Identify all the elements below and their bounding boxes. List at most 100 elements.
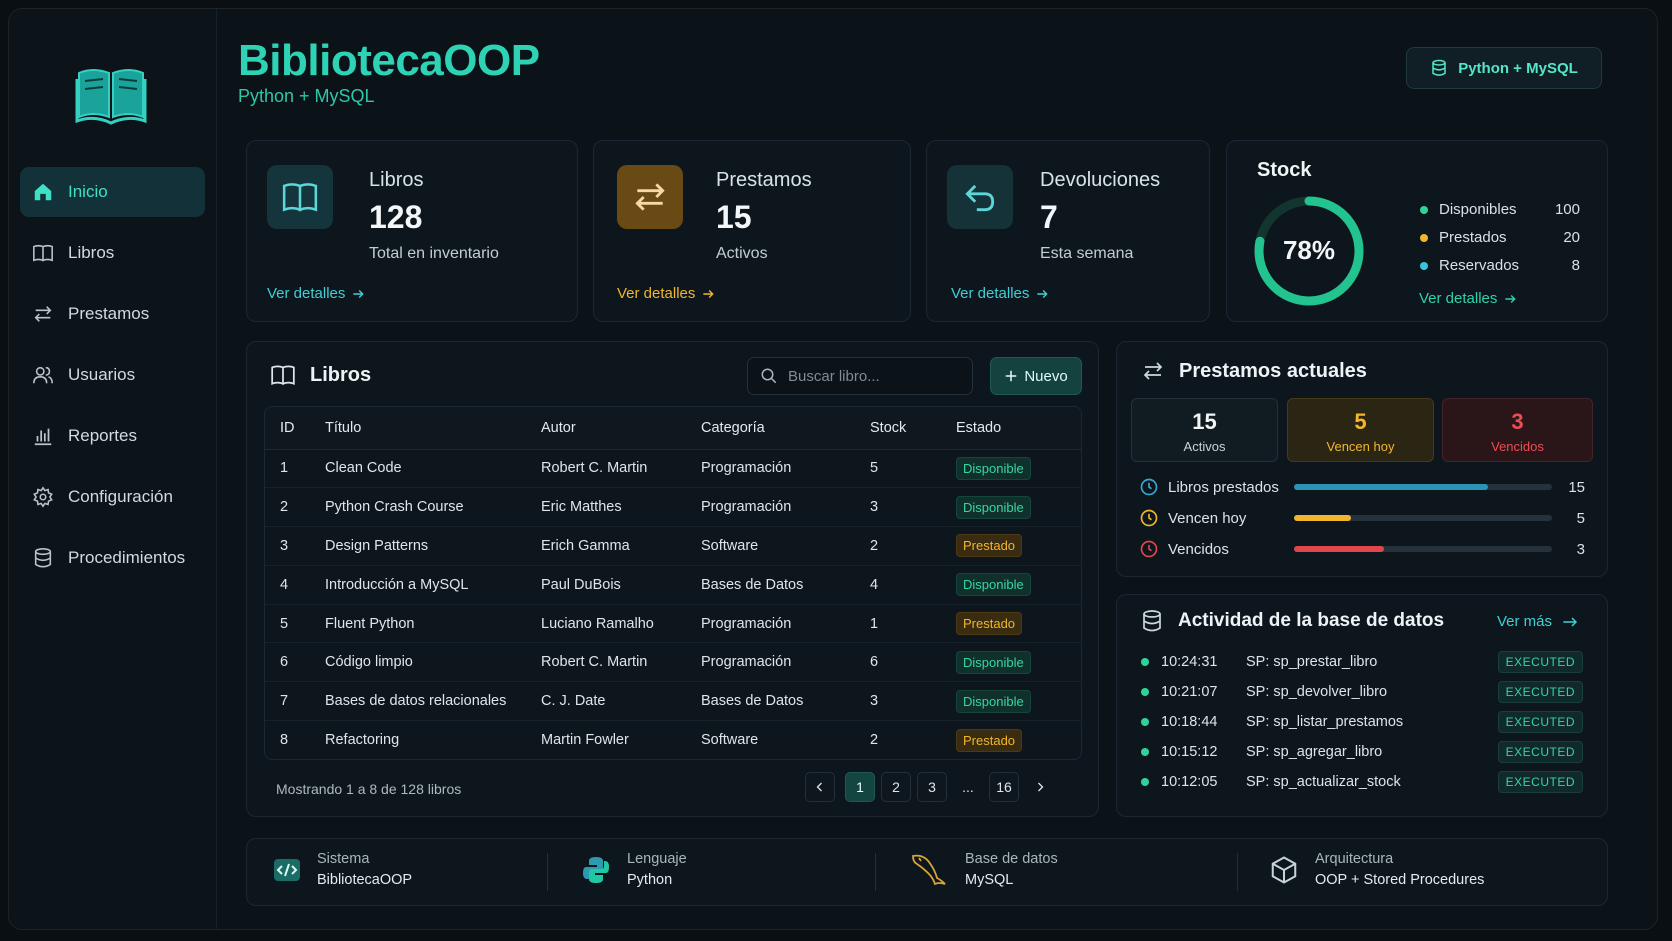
- status-dot: [1141, 748, 1149, 756]
- libros-details-link[interactable]: Ver detalles: [267, 285, 365, 302]
- page-button-3[interactable]: 3: [917, 772, 947, 802]
- sidebar-item-usuarios[interactable]: Usuarios: [20, 350, 205, 400]
- section-title-label: Actividad de la base de datos: [1178, 610, 1445, 631]
- table-row[interactable]: 7 Bases de datos relacionales C. J. Date…: [265, 681, 1081, 722]
- activity-time: 10:12:05: [1161, 774, 1218, 790]
- table-row[interactable]: 1 Clean Code Robert C. Martin Programaci…: [265, 449, 1081, 489]
- loan-box-label: Vencen hoy: [1326, 439, 1395, 454]
- table-row[interactable]: 2 Python Crash Course Eric Matthes Progr…: [265, 487, 1081, 528]
- table-row[interactable]: 8 Refactoring Martin Fowler Software 2 P…: [265, 721, 1081, 759]
- book-icon: [267, 165, 333, 229]
- bar-chart-icon: [34, 428, 52, 446]
- stock-donut-arc: [1254, 196, 1364, 306]
- footer-info-bar: Sistema BibliotecaOOP Lenguaje Python Base…: [246, 838, 1608, 906]
- footer-item-arquitectura: Arquitectura OOP + Stored Procedures: [1269, 851, 1484, 888]
- divider: [875, 853, 876, 891]
- stat-title: Devoluciones: [1040, 169, 1161, 191]
- gear-icon: [33, 486, 53, 508]
- clock-icon: [1140, 540, 1158, 558]
- loan-box-label: Vencidos: [1491, 439, 1544, 454]
- database-icon: [1432, 59, 1446, 76]
- new-book-button[interactable]: Nuevo: [990, 357, 1082, 395]
- sidebar-item-inicio[interactable]: Inicio: [20, 167, 205, 217]
- divider: [547, 853, 548, 891]
- stat-card-stock: Stock 78% Disponibles 100 Prestados 20 R…: [1226, 140, 1608, 322]
- devoluciones-details-link[interactable]: Ver detalles: [951, 285, 1049, 302]
- tech-stack-button[interactable]: Python + MySQL: [1406, 47, 1602, 89]
- table-row[interactable]: 3 Design Patterns Erich Gamma Software 2…: [265, 526, 1081, 566]
- cell-stock: 3: [856, 681, 956, 722]
- cell-category: Bases de Datos: [701, 565, 856, 605]
- activity-see-more-link[interactable]: Ver más: [1497, 613, 1580, 630]
- legend-reservados: Reservados 8: [1420, 257, 1580, 274]
- executed-badge: EXECUTED: [1497, 741, 1583, 763]
- table-row[interactable]: 6 Código limpio Robert C. Martin Program…: [265, 642, 1081, 683]
- column-header-title[interactable]: Título: [325, 407, 541, 450]
- sidebar-item-label: Prestamos: [68, 304, 150, 323]
- arrow-right-icon: [1563, 616, 1578, 627]
- cell-category: Programación: [701, 449, 856, 489]
- cell-status: Disponible: [956, 565, 1081, 605]
- sidebar-item-label: Configuración: [68, 487, 173, 506]
- sidebar-nav: Inicio Libros Prestamos Usuarios Reporte…: [20, 167, 205, 594]
- link-label: Ver detalles: [1419, 290, 1498, 307]
- loan-box-vencen-hoy: 5 Vencen hoy: [1287, 398, 1434, 462]
- sidebar-item-label: Libros: [68, 243, 115, 262]
- column-header-id[interactable]: ID: [265, 407, 325, 450]
- cell-category: Programación: [701, 604, 856, 644]
- legend-label: Disponibles: [1439, 201, 1517, 218]
- prev-page-button[interactable]: [805, 772, 835, 802]
- loans-section-title: Prestamos actuales: [1141, 359, 1367, 383]
- section-title-label: Prestamos actuales: [1179, 359, 1367, 382]
- loan-box-value: 3: [1511, 409, 1524, 434]
- executed-badge: EXECUTED: [1497, 771, 1583, 793]
- cell-stock: 5: [856, 449, 956, 489]
- sidebar-item-configuracion[interactable]: Configuración: [20, 472, 205, 522]
- table-row[interactable]: 5 Fluent Python Luciano Ramalho Programa…: [265, 604, 1081, 644]
- next-page-button[interactable]: [1025, 772, 1055, 802]
- bar-label: Vencidos: [1168, 540, 1229, 558]
- sidebar-item-procedimientos[interactable]: Procedimientos: [20, 533, 205, 583]
- page-button-2[interactable]: 2: [881, 772, 911, 802]
- cell-status: Prestado: [956, 721, 1081, 759]
- return-arrow-icon: [947, 165, 1013, 229]
- column-header-category[interactable]: Categoría: [701, 407, 856, 450]
- table-row[interactable]: 4 Introducción a MySQL Paul DuBois Bases…: [265, 565, 1081, 605]
- activity-time: 10:18:44: [1161, 714, 1218, 730]
- column-header-status[interactable]: Estado: [956, 407, 1081, 450]
- status-dot: [1141, 718, 1149, 726]
- stock-details-link[interactable]: Ver detalles: [1419, 290, 1517, 307]
- cell-status: Disponible: [956, 449, 1081, 489]
- activity-row: 10:24:31 SP: sp_prestar_libro EXECUTED: [1141, 651, 1583, 673]
- bar-fill: [1294, 484, 1488, 490]
- cell-author: C. J. Date: [541, 681, 701, 722]
- column-header-author[interactable]: Autor: [541, 407, 701, 450]
- activity-row: 10:12:05 SP: sp_actualizar_stock EXECUTE…: [1141, 771, 1583, 793]
- page-button-16[interactable]: 16: [989, 772, 1019, 802]
- cell-stock: 1: [856, 604, 956, 644]
- loan-bar-vencen-hoy: Vencen hoy 5: [1139, 508, 1585, 528]
- loan-bar-vencidos: Vencidos 3: [1139, 539, 1585, 559]
- users-icon: [33, 366, 53, 384]
- divider: [1237, 853, 1238, 891]
- arrow-right-icon: [1505, 294, 1517, 303]
- status-badge: Disponible: [956, 689, 1031, 713]
- page-button-1[interactable]: 1: [845, 772, 875, 802]
- bar-value: 15: [1568, 478, 1585, 496]
- sidebar-item-libros[interactable]: Libros: [20, 228, 205, 278]
- search-input[interactable]: [788, 367, 958, 385]
- link-label: Ver detalles: [617, 285, 696, 302]
- prestamos-details-link[interactable]: Ver detalles: [617, 285, 715, 302]
- activity-procedure: SP: sp_agregar_libro: [1246, 744, 1383, 760]
- arrow-right-icon: [1037, 289, 1049, 298]
- cell-author: Paul DuBois: [541, 565, 701, 605]
- column-header-stock[interactable]: Stock: [856, 407, 956, 450]
- cell-status: Prestado: [956, 604, 1081, 644]
- activity-procedure: SP: sp_listar_prestamos: [1246, 714, 1404, 730]
- sidebar-item-reportes[interactable]: Reportes: [20, 411, 205, 461]
- book-search[interactable]: [747, 357, 973, 395]
- sidebar-item-prestamos[interactable]: Prestamos: [20, 289, 205, 339]
- book-icon: [33, 244, 53, 262]
- stat-value: 128: [369, 199, 423, 235]
- stat-card-libros: Libros 128 Total en inventario Ver detal…: [246, 140, 578, 322]
